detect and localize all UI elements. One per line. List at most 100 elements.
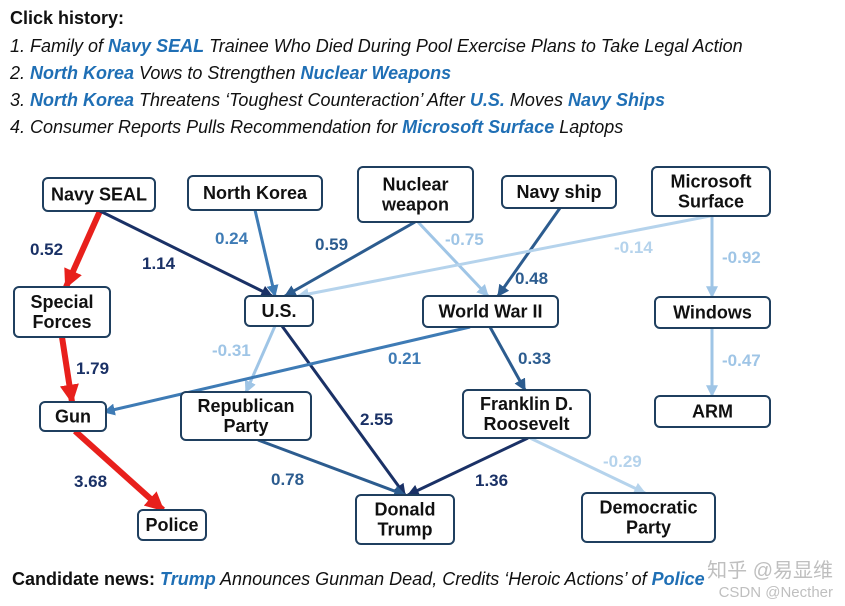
node-label: U.S. bbox=[261, 301, 296, 321]
edge-special_forces-to-gun bbox=[59, 336, 79, 404]
node-label: Republican bbox=[197, 396, 294, 416]
node-box bbox=[180, 391, 312, 441]
edge-gun-to-police bbox=[72, 428, 166, 513]
edge-weight-label: 0.59 bbox=[315, 235, 348, 254]
edge-weight-label: 2.55 bbox=[360, 410, 393, 429]
headline-text: Laptops bbox=[554, 117, 624, 137]
node-label: Party bbox=[626, 518, 671, 538]
candidate-news-label: Candidate news: bbox=[12, 569, 156, 589]
edge-world_war_ii-to-franklin_roosevelt bbox=[488, 326, 527, 392]
node-label: Roosevelt bbox=[483, 414, 569, 434]
node-label: Gun bbox=[55, 407, 91, 427]
node-label: Navy SEAL bbox=[51, 185, 147, 205]
node-world-war-ii: World War II bbox=[422, 295, 559, 328]
node-box bbox=[137, 509, 207, 541]
node-label: Nuclear bbox=[382, 175, 448, 195]
keyword: Navy SEAL bbox=[108, 36, 205, 56]
node-label: ARM bbox=[692, 402, 733, 422]
node-label: Forces bbox=[32, 312, 91, 332]
node-label: Party bbox=[223, 416, 268, 436]
headline-text: 2. bbox=[10, 63, 31, 83]
click-history-item: 3. North Korea Threatens ‘Toughest Count… bbox=[10, 87, 840, 114]
node-box bbox=[422, 295, 559, 328]
node-label: Windows bbox=[673, 303, 752, 323]
headline-text: Moves bbox=[504, 90, 568, 110]
edge-nuclear_weapon-to-us bbox=[283, 220, 416, 298]
node-windows: Windows bbox=[654, 296, 771, 329]
edge-us-to-republican_party bbox=[244, 325, 277, 394]
node-label: Trump bbox=[377, 520, 432, 540]
edge-weight-label: 1.14 bbox=[142, 254, 176, 273]
edge-weight-label: -0.47 bbox=[722, 351, 761, 370]
node-label: Surface bbox=[678, 192, 744, 212]
click-history-title: Click history: bbox=[10, 8, 125, 28]
edge-franklin_roosevelt-to-democratic_party bbox=[529, 436, 647, 495]
node-box bbox=[42, 177, 156, 212]
node-label: Police bbox=[145, 515, 198, 535]
node-label: Microsoft bbox=[671, 172, 752, 192]
edge-weight-label: 1.36 bbox=[475, 471, 508, 490]
watermark-line-1: 知乎 @易显维 bbox=[707, 560, 833, 582]
click-history: Click history: 1. Family of Navy SEAL Tr… bbox=[10, 8, 840, 141]
node-box bbox=[581, 492, 716, 543]
edge-weight-label: 0.78 bbox=[271, 470, 304, 489]
headline-text: Trainee Who Died During Pool Exercise Pl… bbox=[204, 36, 743, 56]
node-box bbox=[13, 286, 111, 338]
node-box bbox=[651, 166, 771, 217]
edge-weight-label: -0.75 bbox=[445, 230, 484, 249]
node-label: Democratic bbox=[599, 498, 697, 518]
candidate-news-text: Trump Announces Gunman Dead, Credits ‘He… bbox=[155, 569, 705, 589]
edge-weight-label: -0.92 bbox=[722, 248, 761, 267]
node-box bbox=[39, 401, 107, 432]
node-gun: Gun bbox=[39, 401, 107, 432]
keyword: Trump bbox=[160, 569, 216, 589]
watermark: 知乎 @易显维 CSDN @Necther bbox=[707, 560, 833, 604]
click-history-item: 2. North Korea Vows to Strengthen Nuclea… bbox=[10, 60, 840, 87]
headline-text: 3. bbox=[10, 90, 31, 110]
node-label: North Korea bbox=[203, 183, 308, 203]
node-arm: ARM bbox=[654, 395, 771, 428]
keyword: U.S. bbox=[469, 90, 505, 110]
headline-text: Vows to Strengthen bbox=[134, 63, 301, 83]
node-box bbox=[462, 389, 591, 439]
click-history-item: 1. Family of Navy SEAL Trainee Who Died … bbox=[10, 33, 840, 60]
node-franklin-roosevelt: Franklin D.Roosevelt bbox=[462, 389, 591, 439]
node-box bbox=[355, 494, 455, 545]
keyword: Navy Ships bbox=[567, 90, 665, 110]
node-box bbox=[654, 296, 771, 329]
edge-us-to-donald_trump bbox=[280, 325, 407, 496]
node-label: weapon bbox=[381, 195, 449, 215]
edge-weight-label: 0.24 bbox=[215, 229, 249, 248]
edge-weight-label: -0.29 bbox=[603, 452, 642, 471]
node-us: U.S. bbox=[244, 295, 314, 327]
node-box bbox=[357, 166, 474, 223]
edge-republican_party-to-donald_trump bbox=[257, 438, 407, 497]
click-history-list: 1. Family of Navy SEAL Trainee Who Died … bbox=[10, 33, 840, 141]
keyword: North Korea bbox=[30, 90, 135, 110]
edge-weight-label: -0.14 bbox=[614, 238, 653, 257]
edge-weight-label: 3.68 bbox=[74, 472, 107, 491]
keyword: Nuclear Weapons bbox=[300, 63, 452, 83]
headline-text: Threatens ‘Toughest Counteraction’ After bbox=[134, 90, 470, 110]
edge-navy_seal-to-us bbox=[99, 209, 274, 298]
candidate-news: Candidate news: Trump Announces Gunman D… bbox=[12, 569, 705, 590]
edge-microsoft_surface-to-us bbox=[296, 214, 711, 300]
node-box bbox=[244, 295, 314, 327]
node-label: World War II bbox=[438, 302, 542, 322]
node-navy-ship: Navy ship bbox=[501, 175, 617, 209]
news-text: Announces Gunman Dead, Credits ‘Heroic A… bbox=[215, 569, 652, 589]
node-navy-seal: Navy SEAL bbox=[42, 177, 156, 212]
edge-weight-label: 1.79 bbox=[76, 359, 109, 378]
click-history-item: 4. Consumer Reports Pulls Recommendation… bbox=[10, 114, 840, 141]
edge-weight-label: 0.33 bbox=[518, 349, 551, 368]
edge-north_korea-to-us bbox=[253, 209, 279, 298]
headline-text: 1. Family of bbox=[10, 36, 109, 56]
node-box bbox=[187, 175, 323, 211]
keyword: Microsoft Surface bbox=[402, 117, 555, 137]
